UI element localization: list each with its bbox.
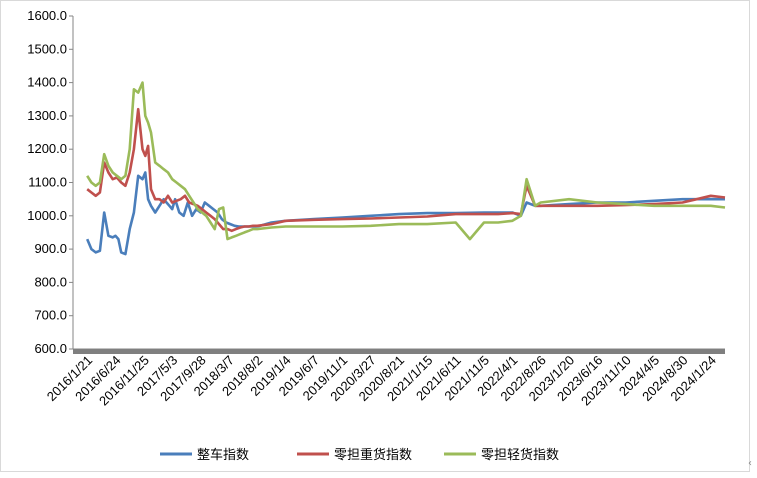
y-tick-label: 1100.0	[28, 175, 67, 190]
y-axis: 600.0 700.0 800.0 900.0 1000.0 1100.0 1200.0 13…	[27, 8, 74, 356]
legend-label-1: 零担重货指数	[334, 447, 412, 463]
x-axis: 2016/1/212016/6/242016/11/252017/5/32017…	[44, 348, 725, 408]
y-tick-label: 1200.0	[27, 141, 67, 156]
legend-label-0: 整车指数	[197, 447, 249, 463]
series-line-0	[86, 171, 725, 256]
resize-corner-icon: ‹	[748, 458, 752, 469]
x-axis-tick-band	[73, 349, 725, 354]
y-tick-label: 900.0	[34, 241, 67, 256]
y-tick-label: 1000.0	[27, 208, 67, 223]
plot-area	[86, 81, 726, 256]
y-tick-label: 1300.0	[27, 108, 67, 123]
y-tick-label: 700.0	[34, 308, 67, 323]
y-tick-label: 800.0	[34, 274, 67, 289]
chart-frame	[0, 0, 750, 472]
y-tick-label: 1400.0	[27, 75, 67, 90]
series-line-2	[86, 81, 726, 241]
legend: 整车指数 零担重货指数 零担轻货指数	[160, 447, 559, 463]
legend-label-2: 零担轻货指数	[481, 447, 559, 463]
y-tick-label: 600.0	[34, 341, 67, 356]
y-tick-label: 1600.0	[27, 8, 67, 23]
y-tick-label: 1500.0	[27, 41, 67, 56]
